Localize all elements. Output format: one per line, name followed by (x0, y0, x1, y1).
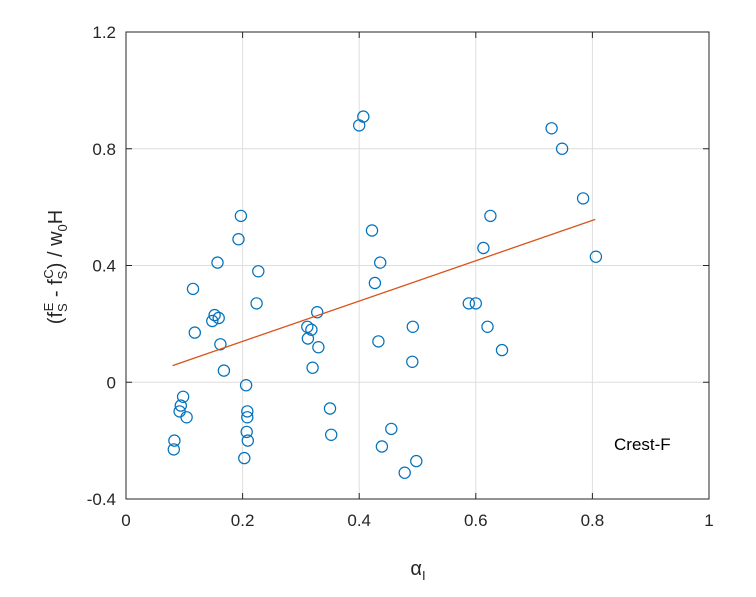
data-point (232, 232, 245, 246)
data-point (208, 308, 221, 322)
data-point (374, 256, 387, 269)
x-tick-label: 0.6 (464, 511, 488, 530)
y-label-part3: ) / w (45, 231, 67, 269)
data-point (211, 256, 224, 269)
y-label-part2: - f (45, 279, 67, 303)
y-tick-label: 0.4 (92, 257, 116, 276)
data-point (372, 335, 385, 348)
y-label-part1: (f (45, 312, 67, 325)
y-tick-label: 1.2 (92, 23, 116, 42)
data-point (576, 192, 590, 205)
data-point (406, 320, 419, 333)
data-point (410, 454, 423, 468)
data-point (481, 320, 494, 333)
data-marks (167, 110, 603, 479)
data-point (469, 297, 482, 310)
data-point (241, 411, 254, 424)
grid-lines (126, 32, 709, 499)
data-point (238, 451, 251, 465)
data-point (241, 405, 254, 418)
data-point (477, 241, 490, 255)
data-point (241, 434, 254, 447)
data-point (217, 364, 231, 377)
data-point (398, 466, 411, 479)
data-point (168, 434, 181, 447)
data-point (406, 355, 419, 368)
data-point (323, 402, 337, 415)
y-label-sup1: E (41, 302, 56, 311)
y-label-part4: H (45, 210, 67, 224)
data-point (186, 282, 200, 296)
y-tick-label: -0.4 (87, 490, 116, 509)
data-point (252, 265, 265, 278)
x-tick-label: 0.8 (581, 511, 605, 530)
x-tick-label: 0 (121, 511, 130, 530)
data-point (250, 297, 263, 310)
data-point (385, 422, 398, 436)
x-tick-label: 0.4 (347, 511, 371, 530)
data-point (214, 338, 227, 351)
data-point (545, 122, 558, 135)
data-point (462, 297, 475, 310)
y-tick-label: 0.8 (92, 140, 116, 159)
x-axis-label: αI (410, 558, 425, 583)
data-point (240, 425, 253, 439)
data-point (365, 224, 379, 237)
data-point (180, 411, 193, 424)
axis-ticks: 0 0.2 0.4 0.6 0.8 1 -0.4 0 0.4 0.8 1.2 (87, 23, 714, 530)
data-point (301, 332, 315, 345)
x-axis-label-sub: I (422, 568, 426, 583)
data-point (167, 443, 180, 456)
data-point (357, 110, 370, 123)
annotation-crest-f: Crest-F (614, 435, 671, 454)
data-point (555, 142, 569, 155)
y-label-sub1: S (55, 303, 70, 312)
trend-line (172, 218, 596, 367)
data-point (212, 311, 225, 325)
x-tick-label: 0.2 (231, 511, 255, 530)
y-tick-label: 0 (107, 373, 116, 392)
data-point (188, 326, 201, 339)
data-point (239, 379, 253, 392)
x-tick-label: 1 (704, 511, 713, 530)
data-point (206, 314, 219, 328)
data-point (495, 343, 509, 357)
data-point (174, 399, 187, 412)
data-point (312, 341, 325, 354)
data-point (589, 250, 603, 263)
y-label-sup2: C (41, 269, 56, 278)
data-point (234, 209, 248, 223)
y-label-sub3: 0 (55, 224, 70, 231)
data-point (484, 209, 497, 223)
data-point (325, 428, 338, 441)
data-point (306, 361, 319, 374)
data-point (375, 440, 389, 453)
x-axis-label-base: α (410, 558, 422, 580)
data-point (311, 306, 324, 319)
y-label-sub2: S (55, 270, 70, 279)
data-point (305, 323, 318, 336)
y-axis-label: (fSE - fSC) / w0H (41, 210, 70, 324)
data-point (368, 276, 382, 290)
data-point (176, 390, 190, 403)
